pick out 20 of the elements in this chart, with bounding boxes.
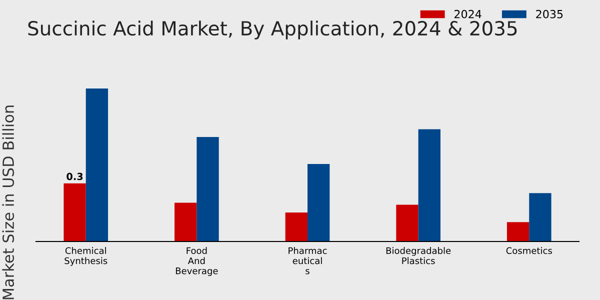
legend-label: 2035 <box>536 10 563 18</box>
bar <box>418 129 440 242</box>
bar <box>196 136 219 242</box>
bar <box>529 193 552 242</box>
data-label: 0.3 <box>66 172 83 180</box>
x-tick-label: Pharmac eutical s <box>288 247 327 274</box>
bar <box>174 202 197 242</box>
chart-title: Succinic Acid Market, By Application, 2024 & 2035 <box>28 20 517 40</box>
x-tick-label: Food And Beverage <box>176 247 218 276</box>
bar <box>285 212 308 242</box>
y-axis-title: Market Size in USD Billion <box>2 106 14 300</box>
x-tick-label: Chemical Synthesis <box>64 247 108 266</box>
bar <box>308 164 330 242</box>
legend-label: 2024 <box>454 10 482 18</box>
bar <box>64 183 86 242</box>
x-tick-label: Biodegradable Plastics <box>386 247 451 264</box>
bar <box>396 204 418 242</box>
bar <box>506 222 530 242</box>
bar <box>86 88 108 242</box>
x-tick-label: Cosmetics <box>506 247 552 254</box>
